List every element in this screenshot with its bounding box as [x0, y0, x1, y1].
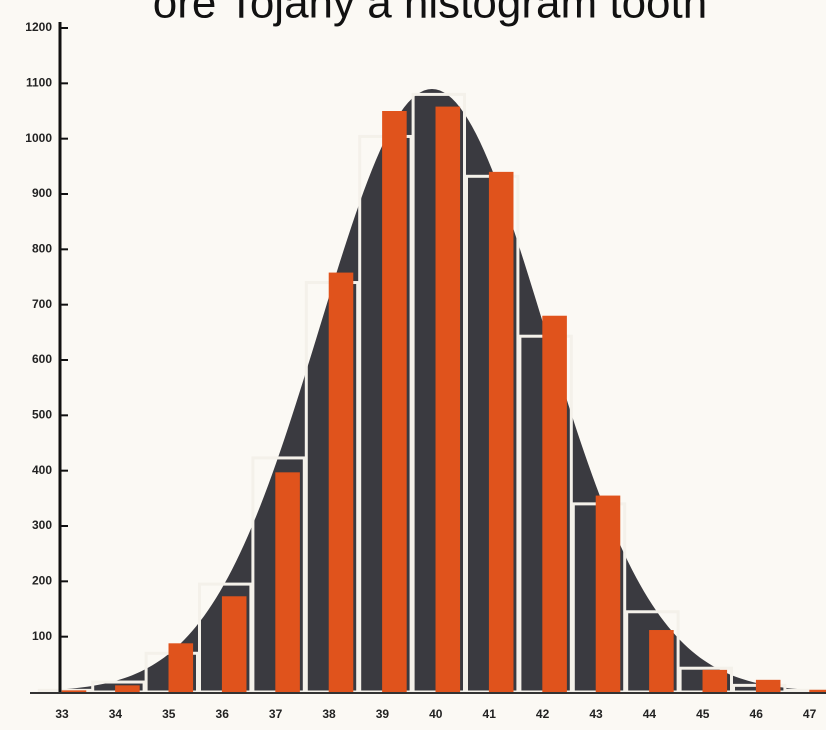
- x-tick-label: 44: [643, 707, 657, 721]
- observed-bar: [703, 670, 728, 692]
- y-tick-label: 100: [32, 629, 52, 643]
- x-tick-label: 39: [376, 707, 390, 721]
- x-tick-label: 40: [429, 707, 443, 721]
- observed-bar: [222, 596, 247, 692]
- x-tick-label: 37: [269, 707, 283, 721]
- y-tick-label: 600: [32, 352, 52, 366]
- y-tick-label: 700: [32, 297, 52, 311]
- x-tick-label: 33: [55, 707, 69, 721]
- observed-bar: [169, 643, 194, 692]
- observed-bar: [329, 273, 354, 692]
- observed-bar: [489, 172, 514, 692]
- x-tick-label: 35: [162, 707, 176, 721]
- x-tick-label: 42: [536, 707, 550, 721]
- x-tick-label: 46: [750, 707, 764, 721]
- observed-bar: [596, 496, 621, 692]
- x-tick-label: 41: [483, 707, 497, 721]
- observed-bar: [649, 630, 674, 692]
- observed-bar: [115, 685, 140, 692]
- y-tick-label: 1000: [25, 131, 52, 145]
- y-tick-label: 800: [32, 242, 52, 256]
- observed-bar: [756, 680, 781, 692]
- x-tick-label: 36: [216, 707, 230, 721]
- observed-bar: [275, 472, 300, 692]
- y-tick-label: 1100: [26, 76, 52, 90]
- x-tick-label: 34: [109, 707, 123, 721]
- y-tick-label: 300: [32, 518, 52, 532]
- y-tick-label: 1200: [25, 20, 52, 34]
- observed-bar: [436, 107, 461, 692]
- chart-title: ore Tojany a histogram tooth: [153, 0, 707, 28]
- y-tick-label: 500: [32, 408, 52, 422]
- y-tick-label: 900: [32, 186, 52, 200]
- observed-bar: [62, 690, 87, 692]
- x-tick-label: 45: [696, 707, 710, 721]
- observed-bar: [382, 111, 407, 692]
- x-tick-label: 43: [589, 707, 603, 721]
- observed-bar: [809, 690, 826, 692]
- chart: ore Tojany a histogram tooth 100 200 300 40…: [0, 0, 826, 730]
- y-tick-label: 400: [32, 463, 52, 477]
- x-tick-label: 38: [322, 707, 336, 721]
- observed-bar: [542, 316, 567, 692]
- x-tick-label: 47: [803, 707, 817, 721]
- y-tick-label: 200: [32, 574, 52, 588]
